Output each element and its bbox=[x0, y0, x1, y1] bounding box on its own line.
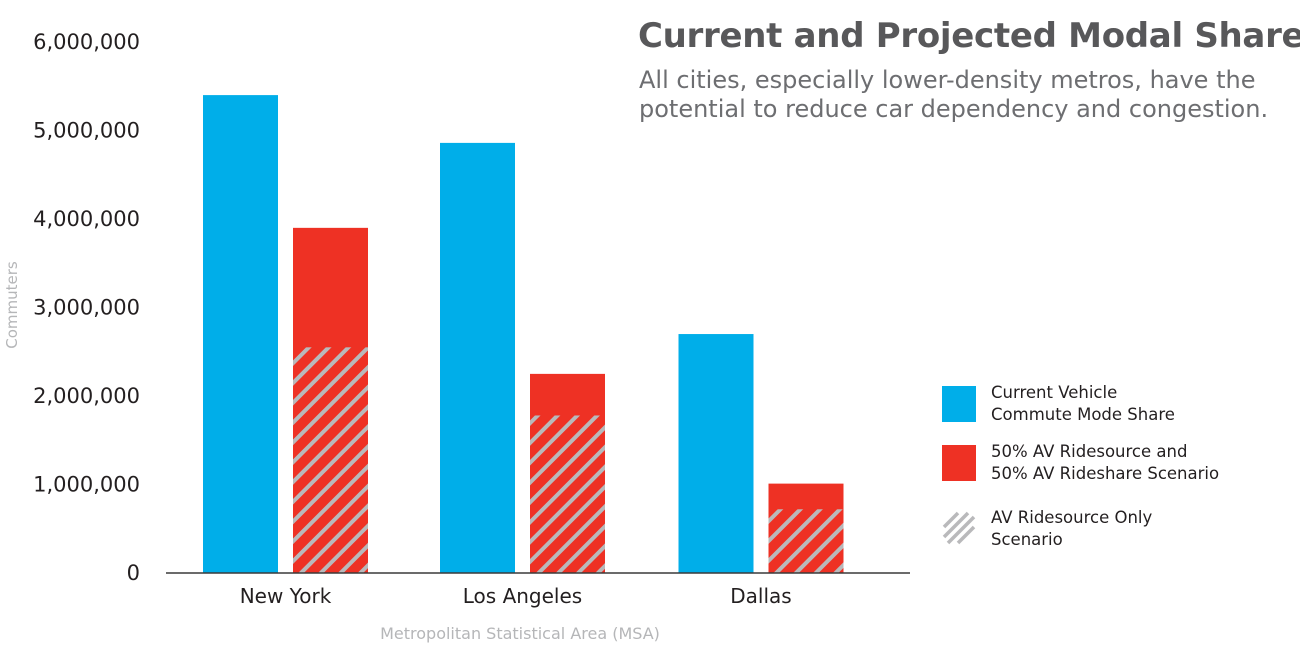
bar-av-ridesource-new-york bbox=[293, 347, 368, 573]
y-axis-label: Commuters bbox=[3, 261, 21, 349]
legend-swatch-hatch bbox=[942, 511, 976, 545]
x-axis-ticks: New York Los Angeles Dallas bbox=[240, 584, 792, 608]
bar-av-ridesource-dallas bbox=[768, 509, 844, 573]
y-tick-label: 5,000,000 bbox=[33, 119, 140, 143]
legend-swatch-red bbox=[942, 445, 976, 481]
y-tick-label: 2,000,000 bbox=[33, 384, 140, 408]
x-axis-label: Metropolitan Statistical Area (MSA) bbox=[380, 624, 660, 643]
y-tick-label: 3,000,000 bbox=[33, 296, 140, 320]
x-tick-label: Dallas bbox=[730, 584, 791, 608]
legend-item-current: Current Vehicle Commute Mode Share bbox=[942, 382, 1251, 426]
bars bbox=[203, 95, 844, 573]
legend-swatch-blue bbox=[942, 386, 976, 422]
x-tick-label: Los Angeles bbox=[463, 584, 582, 608]
legend-item-av-mixed: 50% AV Ridesource and 50% AV Rideshare S… bbox=[942, 441, 1251, 485]
y-axis-ticks: 0 1,000,000 2,000,000 3,000,000 4,000,000 5,0… bbox=[33, 30, 140, 585]
chart-title: Current and Projected Modal Share bbox=[638, 16, 1300, 56]
bar-current-dallas bbox=[678, 334, 754, 573]
bar-current-los-angeles bbox=[440, 142, 515, 573]
legend-label: Current Vehicle Commute Mode Share bbox=[991, 383, 1175, 424]
legend-label: 50% AV Ridesource and 50% AV Rideshare S… bbox=[991, 442, 1220, 483]
y-tick-label: 6,000,000 bbox=[33, 30, 140, 54]
bar-av-ridesource-los-angeles bbox=[530, 415, 605, 573]
chart-subtitle: All cities, especially lower-density met… bbox=[639, 66, 1269, 123]
bar-current-new-york bbox=[203, 95, 278, 573]
y-tick-label: 1,000,000 bbox=[33, 473, 140, 497]
legend-label: AV Ridesource Only Scenario bbox=[991, 508, 1153, 549]
y-tick-label: 4,000,000 bbox=[33, 207, 140, 231]
y-tick-label: 0 bbox=[127, 561, 140, 585]
x-tick-label: New York bbox=[240, 584, 332, 608]
legend-item-av-ridesource: AV Ridesource Only Scenario bbox=[942, 507, 1251, 551]
